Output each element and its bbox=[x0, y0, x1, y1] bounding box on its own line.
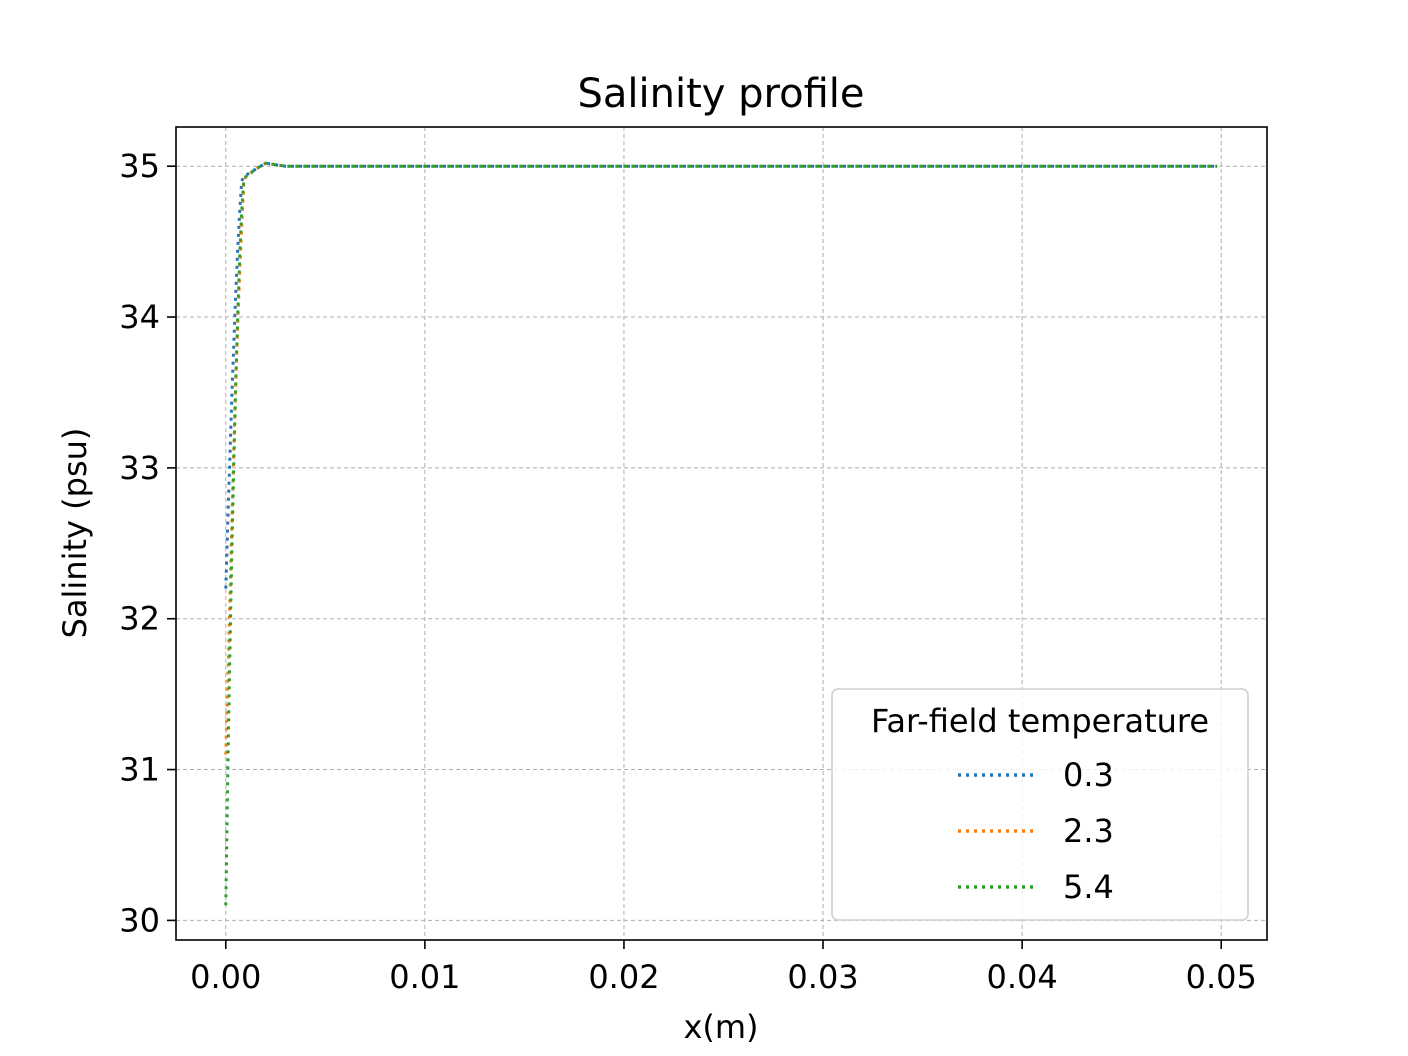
legend-box bbox=[831, 688, 1249, 921]
legend-label: 5.4 bbox=[1063, 868, 1114, 906]
x-tick-label: 0.01 bbox=[389, 958, 460, 996]
y-tick-label: 31 bbox=[119, 751, 160, 789]
x-tick-label: 0.02 bbox=[588, 958, 659, 996]
x-tick-label: 0.04 bbox=[986, 958, 1057, 996]
legend-label: 0.3 bbox=[1063, 756, 1114, 794]
x-axis-label: x(m) bbox=[683, 1008, 758, 1046]
y-tick-label: 30 bbox=[119, 901, 160, 939]
chart-title: Salinity profile bbox=[577, 71, 864, 117]
legend-label: 2.3 bbox=[1063, 812, 1114, 850]
x-tick-label: 0.00 bbox=[190, 958, 261, 996]
y-axis-ticks: 30 31 32 33 34 35 bbox=[119, 147, 176, 939]
x-axis-ticks: 0.00 0.01 0.02 0.03 0.04 0.05 bbox=[190, 940, 1257, 996]
y-tick-label: 33 bbox=[119, 449, 160, 487]
legend-title: Far-field temperature bbox=[871, 702, 1209, 740]
series-line-5.4 bbox=[224, 161, 1218, 906]
y-tick-label: 34 bbox=[119, 298, 160, 336]
y-tick-label: 35 bbox=[119, 147, 160, 185]
series-lines bbox=[224, 161, 1218, 906]
x-tick-label: 0.05 bbox=[1186, 958, 1257, 996]
grid bbox=[176, 127, 1267, 940]
plot-frame bbox=[175, 126, 1268, 941]
legend-entries: 0.3 2.3 5.4 bbox=[958, 756, 1114, 906]
y-tick-label: 32 bbox=[119, 600, 160, 638]
x-tick-label: 0.03 bbox=[787, 958, 858, 996]
y-axis-label: Salinity (psu) bbox=[56, 428, 94, 639]
legend: Far-field temperature 0.3 2.3 5.4 bbox=[831, 688, 1249, 921]
